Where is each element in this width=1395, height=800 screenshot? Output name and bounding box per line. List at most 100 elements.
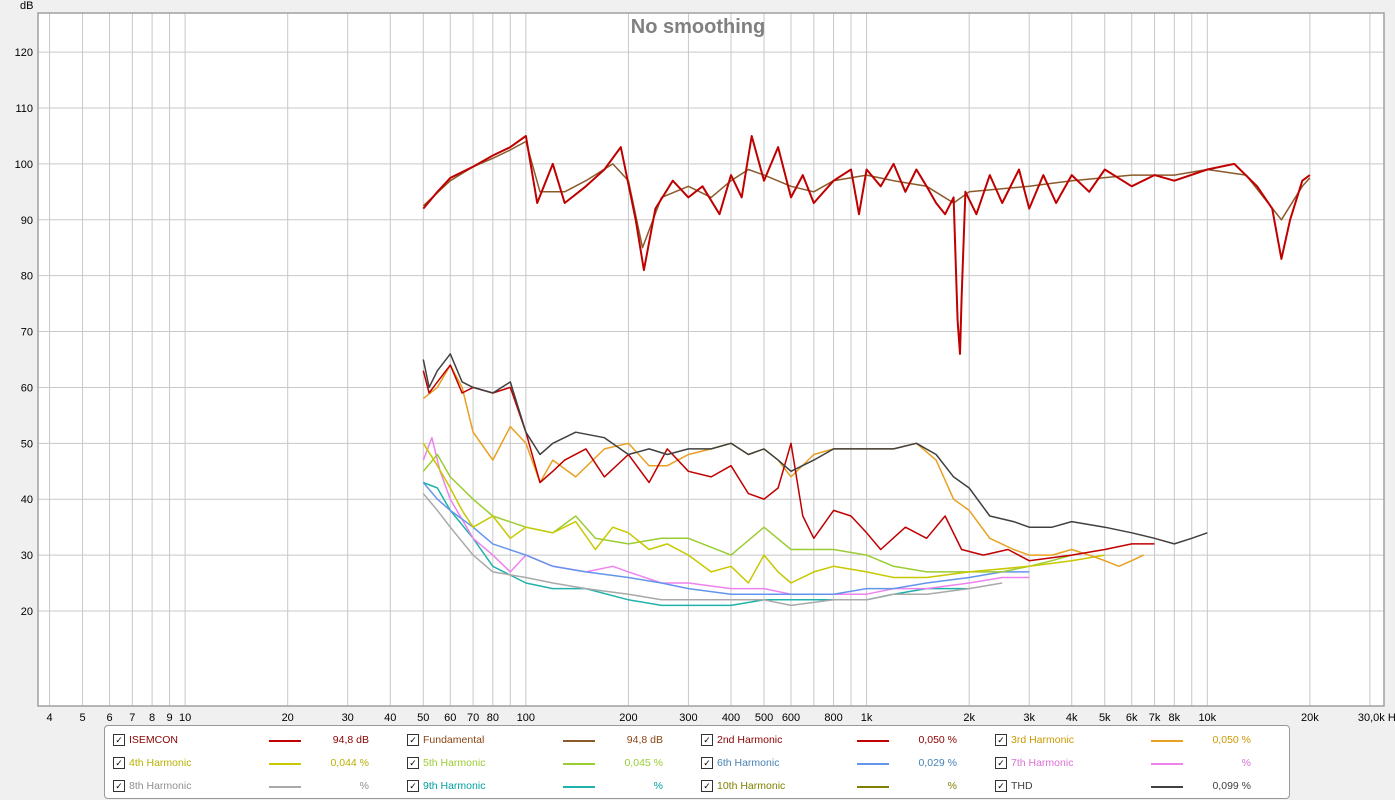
legend-swatch bbox=[269, 786, 301, 788]
x-tick-label: 8k bbox=[1168, 712, 1180, 724]
x-tick-label: 60 bbox=[444, 712, 456, 724]
legend-checkbox-9th-harmonic[interactable]: ✓ bbox=[407, 780, 419, 792]
y-tick-label: 90 bbox=[21, 215, 33, 227]
x-tick-label: 5k bbox=[1099, 712, 1111, 724]
legend-swatch bbox=[1151, 786, 1183, 788]
x-tick-label: 3k bbox=[1023, 712, 1035, 724]
x-tick-label: 500 bbox=[755, 712, 773, 724]
legend-item-5th-harmonic: ✓ 5th Harmonic 0,045 % bbox=[399, 754, 693, 772]
legend-item-4th-harmonic: ✓ 4th Harmonic 0,044 % bbox=[105, 754, 399, 772]
legend-checkbox-isemcon[interactable]: ✓ bbox=[113, 734, 125, 746]
y-tick-label: 20 bbox=[21, 606, 33, 618]
x-tick-label: 200 bbox=[619, 712, 637, 724]
x-tick-label: 7 bbox=[129, 712, 135, 724]
x-tick-label: 10k bbox=[1198, 712, 1216, 724]
x-tick-label: 100 bbox=[517, 712, 535, 724]
x-tick-label: 6k bbox=[1126, 712, 1138, 724]
x-tick-label: 2k bbox=[963, 712, 975, 724]
legend-swatch bbox=[269, 740, 301, 742]
series-line-4th-harmonic bbox=[422, 442, 1105, 584]
legend-label: 9th Harmonic bbox=[423, 780, 486, 792]
legend-swatch bbox=[563, 786, 595, 788]
legend-swatch bbox=[563, 763, 595, 765]
legend-value: 94,8 dB bbox=[332, 734, 369, 746]
x-tick-label: 8 bbox=[149, 712, 155, 724]
series-line-thd bbox=[422, 353, 1208, 545]
x-tick-label: 4 bbox=[46, 712, 52, 724]
legend-item-6th-harmonic: ✓ 6th Harmonic 0,029 % bbox=[693, 754, 987, 772]
legend-swatch bbox=[857, 763, 889, 765]
legend-item-9th-harmonic: ✓ 9th Harmonic% bbox=[399, 777, 693, 795]
legend-label: 3rd Harmonic bbox=[1011, 734, 1075, 746]
y-tick-label: 110 bbox=[15, 103, 33, 115]
legend-checkbox-7th-harmonic[interactable]: ✓ bbox=[995, 757, 1007, 769]
legend-swatch bbox=[857, 740, 889, 742]
legend-value: 0,050 % bbox=[918, 734, 957, 746]
legend-label: 6th Harmonic bbox=[717, 757, 780, 769]
legend-checkbox-8th-harmonic[interactable]: ✓ bbox=[113, 780, 125, 792]
x-tick-labels: 4 5 6 7 8 9 10 20 30 40 50 60 70 80 100 200 300 400 500 600… bbox=[46, 712, 1395, 724]
legend-label: 8th Harmonic bbox=[129, 780, 192, 792]
legend-item-7th-harmonic: ✓ 7th Harmonic% bbox=[987, 754, 1281, 772]
legend-checkbox-5th-harmonic[interactable]: ✓ bbox=[407, 757, 419, 769]
legend-panel: ✓ ISEMCON 94,8 dB ✓ Fundamental 94,8 dB ✓ 2nd H… bbox=[104, 725, 1290, 799]
y-tick-label: 60 bbox=[21, 382, 33, 394]
legend-value: 0,099 % bbox=[1212, 780, 1251, 792]
legend-label: Fundamental bbox=[423, 734, 485, 746]
legend-swatch bbox=[269, 763, 301, 765]
series-line-2nd-harmonic bbox=[422, 364, 1155, 562]
legend-value: 94,8 dB bbox=[626, 734, 663, 746]
horizontal-gridlines bbox=[38, 51, 1384, 612]
legend-label: 5th Harmonic bbox=[423, 757, 486, 769]
series-lines bbox=[422, 135, 1311, 607]
x-tick-label: 80 bbox=[487, 712, 499, 724]
legend-checkbox-3rd-harmonic[interactable]: ✓ bbox=[995, 734, 1007, 746]
x-tick-label: 20k bbox=[1301, 712, 1319, 724]
legend-checkbox-thd[interactable]: ✓ bbox=[995, 780, 1007, 792]
legend-checkbox-10th-harmonic[interactable]: ✓ bbox=[701, 780, 713, 792]
plot-frame bbox=[37, 12, 1385, 707]
series-line-7th-harmonic bbox=[422, 436, 1030, 595]
x-tick-label: 10 bbox=[179, 712, 191, 724]
x-tick-label: 300 bbox=[679, 712, 697, 724]
legend-label: ISEMCON bbox=[129, 734, 179, 746]
legend-value: 0,045 % bbox=[624, 757, 663, 769]
x-tick-label: 9 bbox=[166, 712, 172, 724]
x-tick-label: 4k bbox=[1066, 712, 1078, 724]
x-tick-label: 30 bbox=[342, 712, 354, 724]
legend-checkbox-6th-harmonic[interactable]: ✓ bbox=[701, 757, 713, 769]
x-tick-label: 30,0k Hz bbox=[1358, 712, 1395, 724]
legend-swatch bbox=[857, 786, 889, 788]
legend-value: 0,029 % bbox=[918, 757, 957, 769]
x-tick-label: 5 bbox=[79, 712, 85, 724]
legend-label: 4th Harmonic bbox=[129, 757, 192, 769]
series-line-8th-harmonic bbox=[422, 493, 1003, 607]
legend-label: 2nd Harmonic bbox=[717, 734, 783, 746]
y-tick-label: 100 bbox=[15, 159, 33, 171]
legend-checkbox-2nd-harmonic[interactable]: ✓ bbox=[701, 734, 713, 746]
chart-title: No smoothing bbox=[631, 16, 765, 38]
series-line-isemcon bbox=[422, 135, 1311, 355]
y-tick-label: 50 bbox=[21, 438, 33, 450]
legend-item-3rd-harmonic: ✓ 3rd Harmonic 0,050 % bbox=[987, 731, 1281, 749]
y-tick-labels: 20 30 40 50 60 70 80 90 100 110 120 bbox=[15, 47, 33, 618]
series-line-fundamental bbox=[422, 140, 1311, 249]
legend-value: 0,044 % bbox=[330, 757, 369, 769]
y-axis-label: dB bbox=[20, 0, 33, 12]
legend-checkbox-4th-harmonic[interactable]: ✓ bbox=[113, 757, 125, 769]
x-tick-label: 6 bbox=[106, 712, 112, 724]
legend-item-fundamental: ✓ Fundamental 94,8 dB bbox=[399, 731, 693, 749]
y-tick-label: 40 bbox=[21, 494, 33, 506]
x-tick-label: 600 bbox=[782, 712, 800, 724]
y-tick-label: 80 bbox=[21, 271, 33, 283]
x-tick-label: 1k bbox=[861, 712, 873, 724]
y-tick-label: 70 bbox=[21, 327, 33, 339]
vertical-gridlines bbox=[49, 13, 1371, 706]
legend-swatch bbox=[1151, 763, 1183, 765]
legend-checkbox-fundamental[interactable]: ✓ bbox=[407, 734, 419, 746]
legend-value: % bbox=[947, 780, 957, 792]
series-line-6th-harmonic bbox=[422, 482, 1030, 595]
legend-value: % bbox=[1241, 757, 1251, 769]
legend-item-8th-harmonic: ✓ 8th Harmonic% bbox=[105, 777, 399, 795]
legend-item-2nd-harmonic: ✓ 2nd Harmonic 0,050 % bbox=[693, 731, 987, 749]
